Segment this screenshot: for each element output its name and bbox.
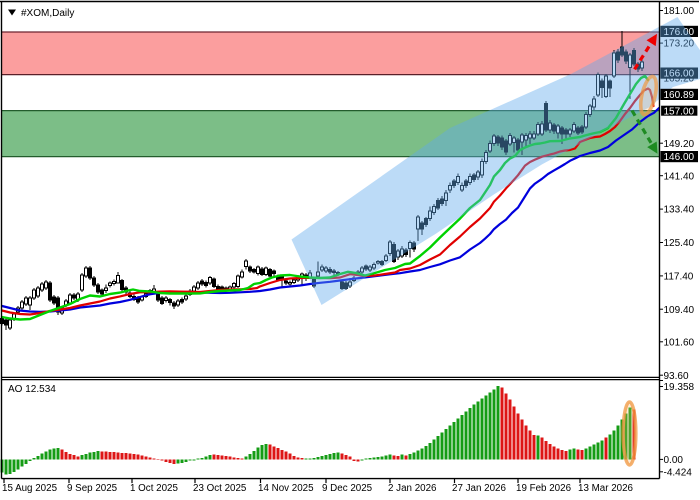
svg-text:14 Nov 2025: 14 Nov 2025 (258, 483, 314, 494)
svg-text:13 Mar 2026: 13 Mar 2026 (578, 483, 634, 494)
svg-text:27 Jan 2026: 27 Jan 2026 (452, 483, 506, 494)
svg-text:165.20: 165.20 (664, 74, 695, 85)
svg-text:157.00: 157.00 (664, 106, 695, 117)
svg-text:181.00: 181.00 (664, 6, 695, 17)
svg-text:0.00: 0.00 (664, 455, 684, 466)
svg-text:1 Oct 2025: 1 Oct 2025 (130, 483, 178, 494)
svg-text:133.40: 133.40 (664, 205, 695, 216)
svg-text:149.20: 149.20 (664, 139, 695, 150)
svg-text:15 Aug 2025: 15 Aug 2025 (2, 483, 58, 494)
svg-text:9 Dec 2025: 9 Dec 2025 (322, 483, 373, 494)
svg-text:109.40: 109.40 (664, 305, 695, 316)
svg-text:173.20: 173.20 (664, 39, 695, 50)
svg-text:9 Sep 2025: 9 Sep 2025 (67, 483, 118, 494)
svg-text:146.00: 146.00 (664, 152, 695, 163)
svg-text:19.358: 19.358 (664, 382, 695, 393)
svg-text:93.60: 93.60 (664, 371, 689, 382)
svg-text:125.40: 125.40 (664, 238, 695, 249)
svg-text:19 Feb 2026: 19 Feb 2026 (516, 483, 572, 494)
svg-text:176.00: 176.00 (664, 27, 695, 38)
svg-text:2 Jan 2026: 2 Jan 2026 (388, 483, 437, 494)
svg-text:166.00: 166.00 (664, 69, 695, 80)
svg-text:23 Oct 2025: 23 Oct 2025 (193, 483, 247, 494)
svg-text:-4.424: -4.424 (664, 467, 693, 478)
svg-text:#XOM,Daily: #XOM,Daily (21, 8, 74, 19)
svg-text:160.89: 160.89 (664, 90, 695, 101)
svg-text:AO 12.534: AO 12.534 (8, 384, 56, 395)
svg-text:117.40: 117.40 (664, 272, 694, 283)
svg-text:101.60: 101.60 (664, 337, 695, 348)
svg-text:141.40: 141.40 (664, 171, 695, 182)
